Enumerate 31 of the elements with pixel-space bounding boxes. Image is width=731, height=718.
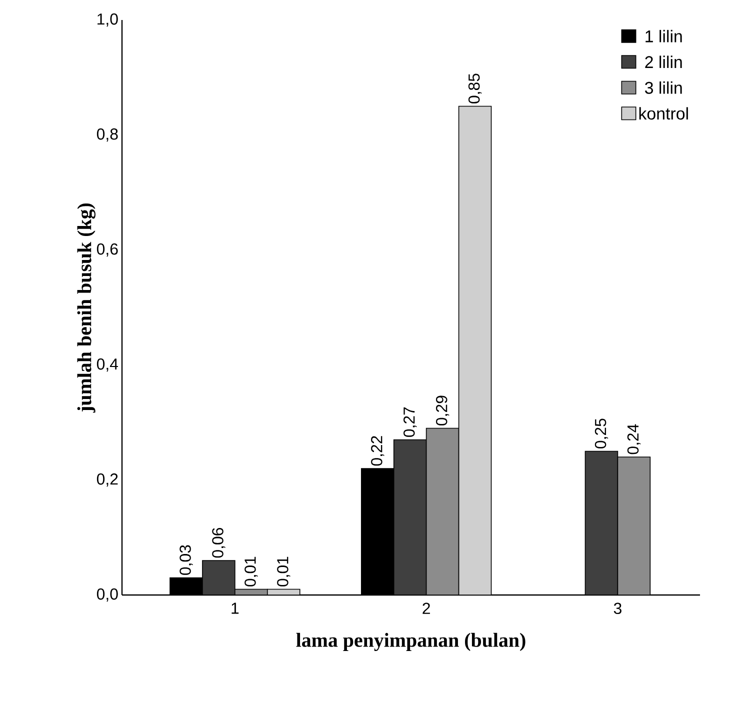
x-tick-label: 1: [232, 602, 239, 614]
y-tick-label: 0,8: [96, 128, 118, 142]
bar: [202, 560, 236, 595]
legend-label: kontrol: [639, 107, 688, 120]
y-tick-label: 0,6: [96, 243, 118, 257]
y-tick-label: 1,0: [98, 13, 118, 27]
x-axis-title: lama penyimpanan (bulan): [296, 632, 526, 652]
bar: [584, 450, 618, 595]
data-label: 0,01: [244, 556, 258, 586]
x-tick-label: 2: [422, 602, 430, 614]
data-label: 0,06: [212, 528, 226, 558]
data-label: 0,27: [404, 407, 417, 437]
data-label: 0,25: [594, 418, 608, 448]
data-label: 0,85: [468, 74, 482, 104]
data-label: 0,22: [371, 436, 384, 466]
data-label: 0,24: [627, 424, 641, 454]
data-label: 0,03: [180, 545, 193, 575]
data-label: 0,29: [436, 396, 450, 426]
y-tick-label: 0,0: [96, 588, 118, 602]
bar: [617, 456, 651, 595]
legend-label: 3 lilin: [644, 81, 682, 94]
y-axis-title: jumlah benih busuk (kg): [77, 203, 96, 413]
x-tick-label: 3: [614, 602, 622, 614]
y-tick-label: 0,4: [96, 358, 118, 372]
data-label: 0,01: [277, 556, 290, 586]
bar: [393, 439, 427, 595]
legend-label: 1 lilin: [646, 30, 682, 42]
bar: [426, 428, 460, 595]
y-tick-label: 0,2: [96, 473, 118, 487]
bar: [458, 106, 492, 595]
legend-label: 2 lilin: [645, 56, 682, 68]
